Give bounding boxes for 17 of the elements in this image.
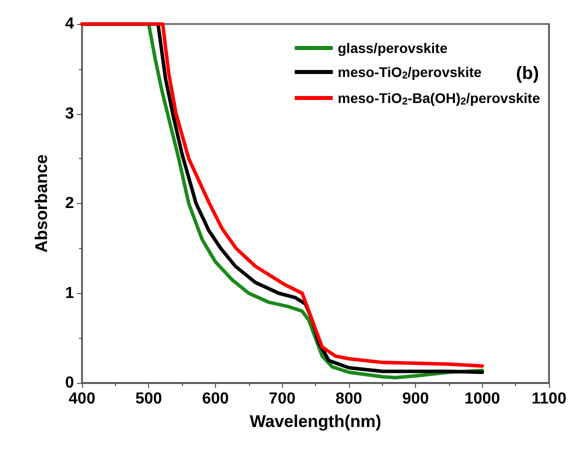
x-tick-label: 400 (68, 390, 96, 408)
y-tick-label: 2 (65, 195, 74, 212)
y-tick-label: 3 (65, 105, 74, 122)
y-tick-label: 1 (65, 284, 74, 302)
x-tick-label: 600 (202, 390, 229, 408)
annotation: (b) (516, 63, 540, 83)
x-tick-label: 1100 (532, 390, 566, 408)
x-axis-title: Wavelength(nm) (250, 412, 382, 431)
legend-label: glass/perovskite (338, 40, 448, 56)
x-tick-label: 900 (402, 390, 430, 408)
y-tick-label: 0 (65, 374, 74, 392)
x-tick-label: 500 (135, 390, 162, 408)
x-tick-label: 1000 (464, 390, 500, 408)
x-tick-label: 800 (336, 390, 362, 408)
y-tick-label: 4 (65, 16, 74, 32)
y-axis-title: Absorbance (32, 154, 51, 253)
x-tick-label: 700 (268, 390, 296, 408)
